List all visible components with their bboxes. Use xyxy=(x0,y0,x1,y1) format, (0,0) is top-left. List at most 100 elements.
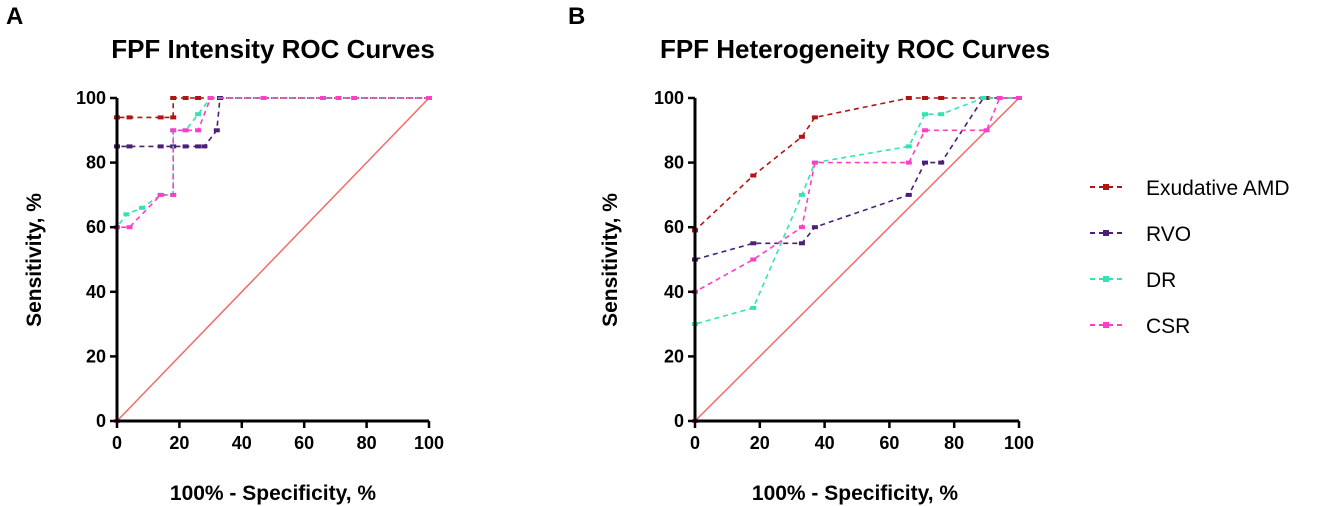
legend-marker-rvo xyxy=(1103,230,1109,236)
x-tick-label-b-3: 60 xyxy=(879,433,899,453)
data-point-rvo-b-7 xyxy=(938,160,945,165)
axes-a: 0 20 40 60 80 100 0 20 40 60 80 100 xyxy=(76,88,444,453)
data-point-csr-a-2 xyxy=(126,225,133,230)
reference-diagonal-a xyxy=(116,97,430,422)
x-axis-title-a: 100% - Specificity, % xyxy=(170,482,377,505)
legend: Exudative AMD RVO DR CSR xyxy=(1090,177,1290,338)
y-tick-label-a-1: 20 xyxy=(86,346,106,366)
reference-line-a xyxy=(116,97,430,422)
data-point-exudative-amd-b-3 xyxy=(798,134,805,139)
data-point-rvo-a-7 xyxy=(201,144,208,149)
legend-item-exudative-amd: Exudative AMD xyxy=(1090,177,1290,200)
y-tick-label-b-1: 20 xyxy=(664,346,684,366)
y-tick-label-b-4: 80 xyxy=(664,153,684,173)
legend-marker-csr xyxy=(1103,322,1109,328)
legend-item-dr: DR xyxy=(1090,269,1176,292)
data-point-exudative-amd-a-6 xyxy=(182,96,189,100)
data-point-rvo-a-5 xyxy=(182,144,189,149)
data-point-exudative-amd-a-7 xyxy=(195,96,202,100)
legend-label-csr: CSR xyxy=(1146,315,1190,338)
x-tick-label-a-1: 20 xyxy=(169,433,189,453)
axes-b: 0 20 40 60 80 100 0 20 40 60 80 100 xyxy=(654,88,1034,453)
data-point-csr-a-11 xyxy=(335,96,342,100)
x-tick-label-b-5: 100 xyxy=(1004,433,1034,453)
chart-title-b: FPF Heterogeneity ROC Curves xyxy=(660,34,1050,64)
data-point-rvo-a-6 xyxy=(195,144,202,149)
legend-item-csr: CSR xyxy=(1090,315,1190,338)
panel-b: B FPF Heterogeneity ROC Curves Sensitivi… xyxy=(568,3,1050,505)
data-point-csr-a-6 xyxy=(182,128,189,133)
legend-item-rvo: RVO xyxy=(1090,223,1191,246)
data-point-dr-b-6 xyxy=(922,112,928,117)
data-point-csr-b-6 xyxy=(922,128,928,133)
legend-marker-exudative-amd xyxy=(1103,184,1109,190)
x-tick-label-b-2: 40 xyxy=(815,433,835,453)
data-point-rvo-a-8 xyxy=(213,128,220,133)
y-axis-title-a: Sensitivity, % xyxy=(23,193,46,327)
data-point-dr-a-8 xyxy=(195,112,202,117)
y-axis-title-b: Sensitivity, % xyxy=(599,193,622,327)
data-point-rvo-b-3 xyxy=(798,241,805,246)
legend-marker-dr xyxy=(1103,276,1109,282)
data-point-csr-a-8 xyxy=(207,96,214,100)
data-point-csr-b-3 xyxy=(798,225,805,230)
legend-label-exudative-amd: Exudative AMD xyxy=(1146,177,1290,200)
data-point-csr-b-2 xyxy=(750,257,757,262)
y-tick-label-a-2: 40 xyxy=(86,282,106,302)
data-point-rvo-b-2 xyxy=(750,241,757,246)
x-tick-label-a-0: 0 xyxy=(112,433,122,453)
data-point-exudative-amd-b-7 xyxy=(938,96,945,100)
data-point-exudative-amd-a-5 xyxy=(170,96,177,100)
data-point-csr-b-9 xyxy=(1016,96,1022,100)
series-line-exudative-amd-a xyxy=(116,97,429,421)
data-point-csr-a-12 xyxy=(351,96,358,100)
data-point-dr-b-5 xyxy=(905,144,912,149)
series-line-exudative-amd-b xyxy=(694,97,1019,421)
data-point-csr-b-8 xyxy=(996,96,1003,100)
data-point-csr-a-9 xyxy=(260,96,267,100)
data-point-csr-a-7 xyxy=(195,128,202,133)
y-tick-label-a-4: 80 xyxy=(86,153,106,173)
data-point-dr-b-7 xyxy=(938,112,945,117)
x-tick-label-a-5: 100 xyxy=(414,433,444,453)
y-tick-label-a-5: 100 xyxy=(76,88,106,108)
data-point-rvo-b-4 xyxy=(811,225,818,230)
panel-a: A FPF Intensity ROC Curves Sensitivity, … xyxy=(6,3,444,505)
data-point-exudative-amd-a-2 xyxy=(126,115,133,120)
data-point-csr-a-4 xyxy=(170,192,177,197)
data-point-rvo-a-3 xyxy=(157,144,164,149)
data-point-csr-b-7 xyxy=(983,128,990,133)
y-tick-label-a-3: 60 xyxy=(86,217,106,237)
y-tick-label-b-3: 60 xyxy=(664,217,684,237)
data-point-csr-a-3 xyxy=(157,192,164,197)
panel-label-a: A xyxy=(6,3,23,30)
x-tick-label-a-2: 40 xyxy=(232,433,252,453)
legend-label-rvo: RVO xyxy=(1146,223,1191,246)
x-tick-label-a-3: 60 xyxy=(294,433,314,453)
x-tick-label-a-4: 80 xyxy=(357,433,377,453)
panel-label-b: B xyxy=(568,3,585,30)
data-point-csr-a-13 xyxy=(426,96,432,100)
data-point-csr-b-4 xyxy=(811,160,818,165)
y-tick-label-b-0: 0 xyxy=(674,411,684,431)
y-tick-label-b-2: 40 xyxy=(664,282,684,302)
chart-title-a: FPF Intensity ROC Curves xyxy=(111,34,435,64)
data-point-csr-a-10 xyxy=(319,96,326,100)
y-tick-label-b-5: 100 xyxy=(654,88,684,108)
data-point-exudative-amd-b-5 xyxy=(905,96,912,100)
reference-line-b xyxy=(694,97,1020,422)
legend-label-dr: DR xyxy=(1146,269,1176,292)
data-point-rvo-b-5 xyxy=(905,192,912,197)
data-point-dr-b-3 xyxy=(798,192,805,197)
data-point-exudative-amd-b-2 xyxy=(750,173,757,178)
x-tick-label-b-4: 80 xyxy=(944,433,964,453)
series-line-csr-b xyxy=(694,97,1019,421)
data-point-dr-b-2 xyxy=(750,305,757,310)
data-point-dr-a-3 xyxy=(139,205,145,210)
data-point-rvo-a-2 xyxy=(126,144,133,149)
series-group-b xyxy=(692,96,1022,423)
data-point-csr-b-5 xyxy=(905,160,912,165)
data-point-exudative-amd-a-4 xyxy=(170,115,177,120)
x-axis-title-b: 100% - Specificity, % xyxy=(752,482,959,505)
